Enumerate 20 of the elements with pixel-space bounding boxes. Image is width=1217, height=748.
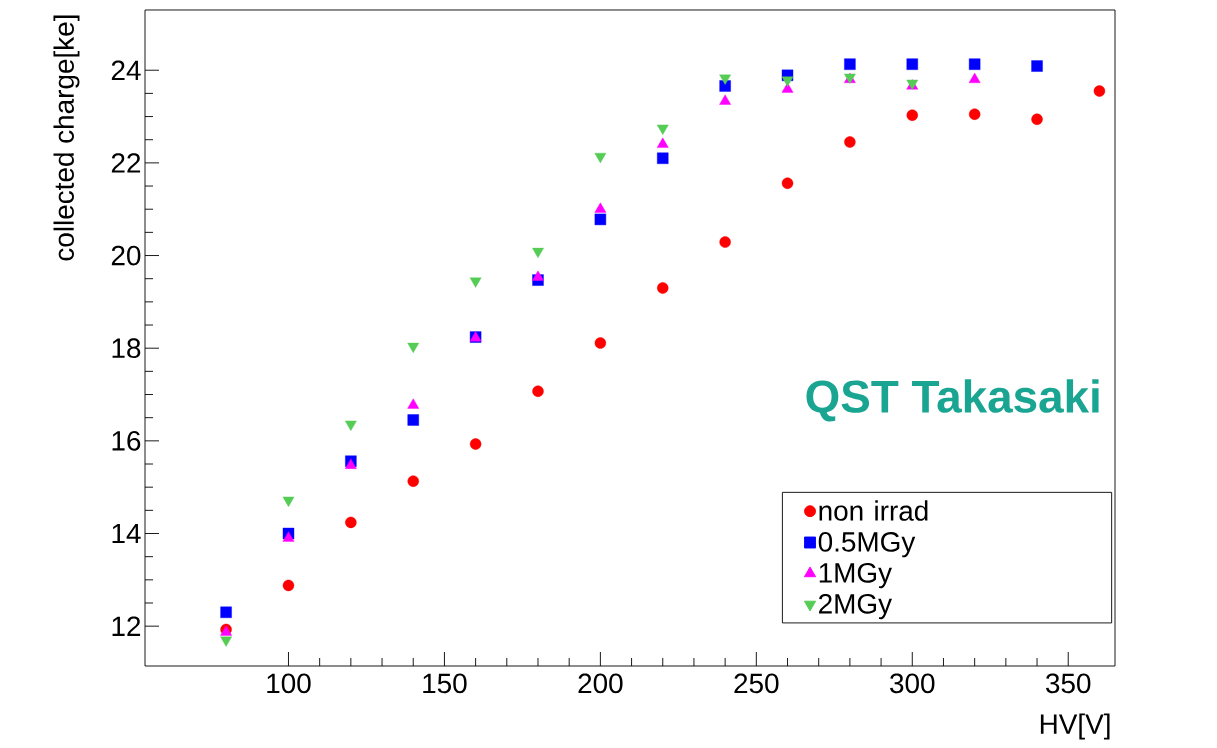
y-tick-label: 18 (112, 338, 141, 359)
legend-label: 2MGy (819, 593, 892, 620)
y-tick-label: 16 (112, 430, 141, 451)
y-tick-label: 24 (111, 60, 141, 80)
x-tick-label: 100 (267, 673, 311, 694)
x-axis-title: HV[V] (1040, 713, 1110, 740)
y-axis-title: collected charge[ke] (53, 15, 80, 261)
legend-label: 1MGy (819, 563, 892, 589)
y-tick-label: 14 (112, 523, 141, 544)
x-tick-label: 150 (423, 673, 467, 694)
y-tick-label: 22 (111, 153, 141, 173)
legend-label: 0.5MGy (818, 532, 916, 558)
y-tick-label: 12 (112, 616, 141, 636)
annotation: QST Takasaki (806, 379, 1099, 422)
x-tick-label: 200 (578, 673, 623, 694)
x-tick-label: 250 (734, 673, 779, 694)
x-tick-label: 300 (890, 673, 935, 694)
x-tick-label: 350 (1046, 673, 1091, 694)
y-tick-label: 20 (111, 245, 141, 266)
legend-label: non irrad (819, 500, 928, 521)
